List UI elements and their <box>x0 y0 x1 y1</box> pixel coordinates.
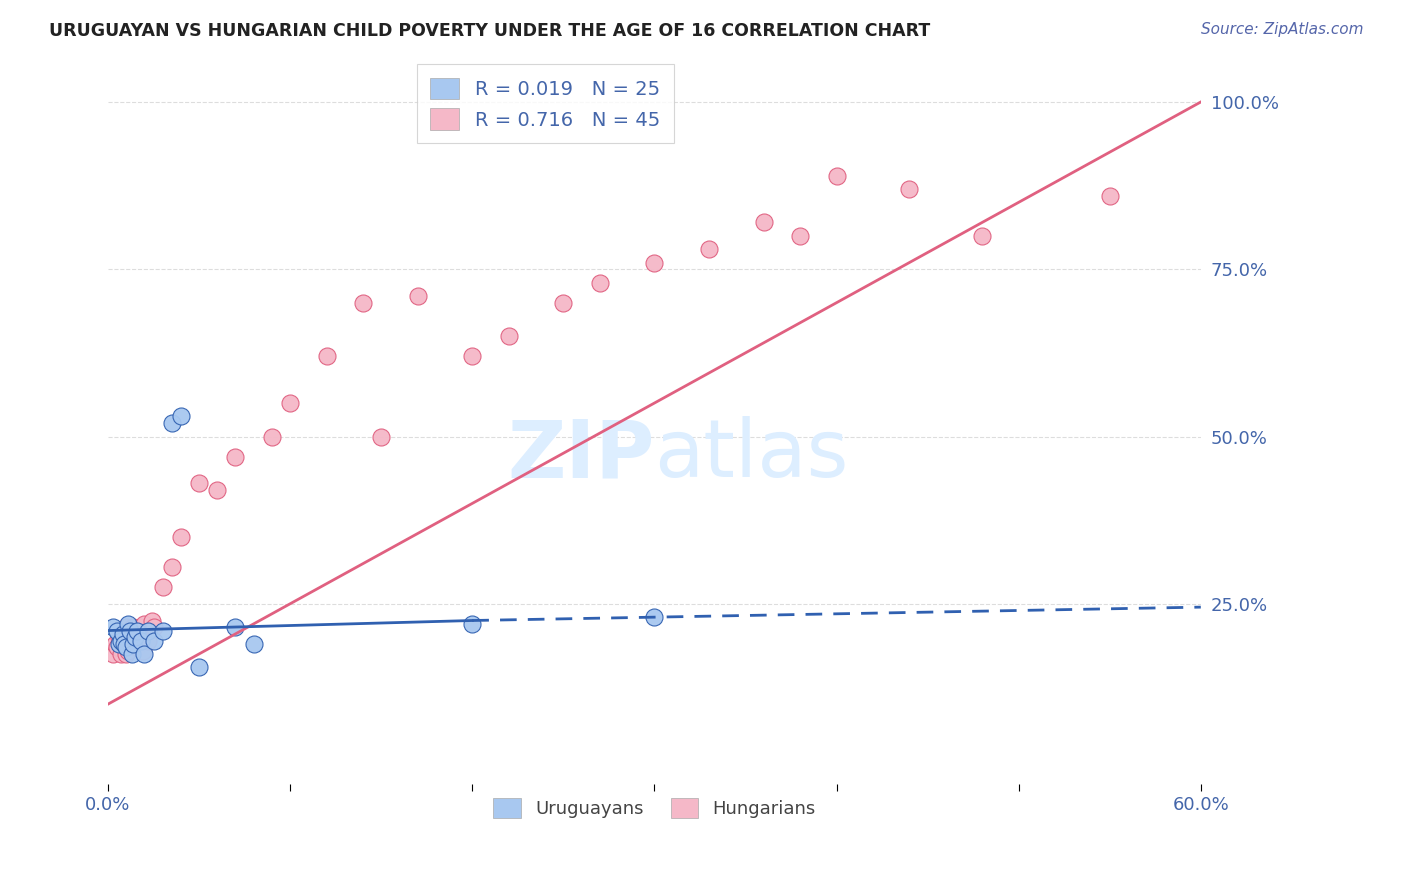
Point <box>121 647 143 661</box>
Point <box>589 276 612 290</box>
Point <box>131 643 153 657</box>
Point <box>461 616 484 631</box>
Point <box>136 633 159 648</box>
Text: Source: ZipAtlas.com: Source: ZipAtlas.com <box>1201 22 1364 37</box>
Point <box>370 429 392 443</box>
Point <box>898 182 921 196</box>
Point <box>104 637 127 651</box>
Point <box>111 627 134 641</box>
Point <box>315 349 337 363</box>
Point <box>406 289 429 303</box>
Point <box>553 295 575 310</box>
Point <box>105 640 128 655</box>
Point <box>117 643 139 657</box>
Point <box>152 580 174 594</box>
Point <box>188 660 211 674</box>
Point <box>127 624 149 638</box>
Point <box>188 476 211 491</box>
Point <box>105 624 128 638</box>
Text: atlas: atlas <box>654 416 849 494</box>
Point <box>160 416 183 430</box>
Point <box>242 637 264 651</box>
Point <box>129 620 152 634</box>
Point <box>1098 188 1121 202</box>
Point <box>127 640 149 655</box>
Point <box>643 255 665 269</box>
Point <box>170 409 193 424</box>
Point <box>110 647 132 661</box>
Point <box>170 530 193 544</box>
Point <box>224 450 246 464</box>
Point <box>112 637 135 651</box>
Point <box>136 624 159 638</box>
Point <box>124 624 146 638</box>
Text: URUGUAYAN VS HUNGARIAN CHILD POVERTY UNDER THE AGE OF 16 CORRELATION CHART: URUGUAYAN VS HUNGARIAN CHILD POVERTY UND… <box>49 22 931 40</box>
Point <box>643 610 665 624</box>
Point <box>152 624 174 638</box>
Point <box>115 620 138 634</box>
Point <box>112 627 135 641</box>
Point <box>789 228 811 243</box>
Point <box>260 429 283 443</box>
Point <box>278 396 301 410</box>
Point <box>110 633 132 648</box>
Point <box>752 215 775 229</box>
Point <box>142 620 165 634</box>
Point <box>134 616 156 631</box>
Point <box>207 483 229 497</box>
Point <box>972 228 994 243</box>
Point <box>697 242 720 256</box>
Legend: Uruguayans, Hungarians: Uruguayans, Hungarians <box>486 791 823 825</box>
Point <box>108 630 131 644</box>
Point <box>141 614 163 628</box>
Point <box>461 349 484 363</box>
Point <box>117 616 139 631</box>
Point <box>122 637 145 651</box>
Point <box>122 620 145 634</box>
Point <box>129 633 152 648</box>
Point <box>352 295 374 310</box>
Point <box>118 637 141 651</box>
Point <box>160 560 183 574</box>
Point <box>498 329 520 343</box>
Point <box>825 169 848 183</box>
Point <box>103 647 125 661</box>
Text: ZIP: ZIP <box>508 416 654 494</box>
Point <box>115 640 138 655</box>
Point <box>121 630 143 644</box>
Point <box>108 637 131 651</box>
Point <box>118 624 141 638</box>
Point <box>115 647 138 661</box>
Point <box>224 620 246 634</box>
Point <box>142 633 165 648</box>
Point <box>111 633 134 648</box>
Point <box>103 620 125 634</box>
Point <box>124 630 146 644</box>
Point <box>134 647 156 661</box>
